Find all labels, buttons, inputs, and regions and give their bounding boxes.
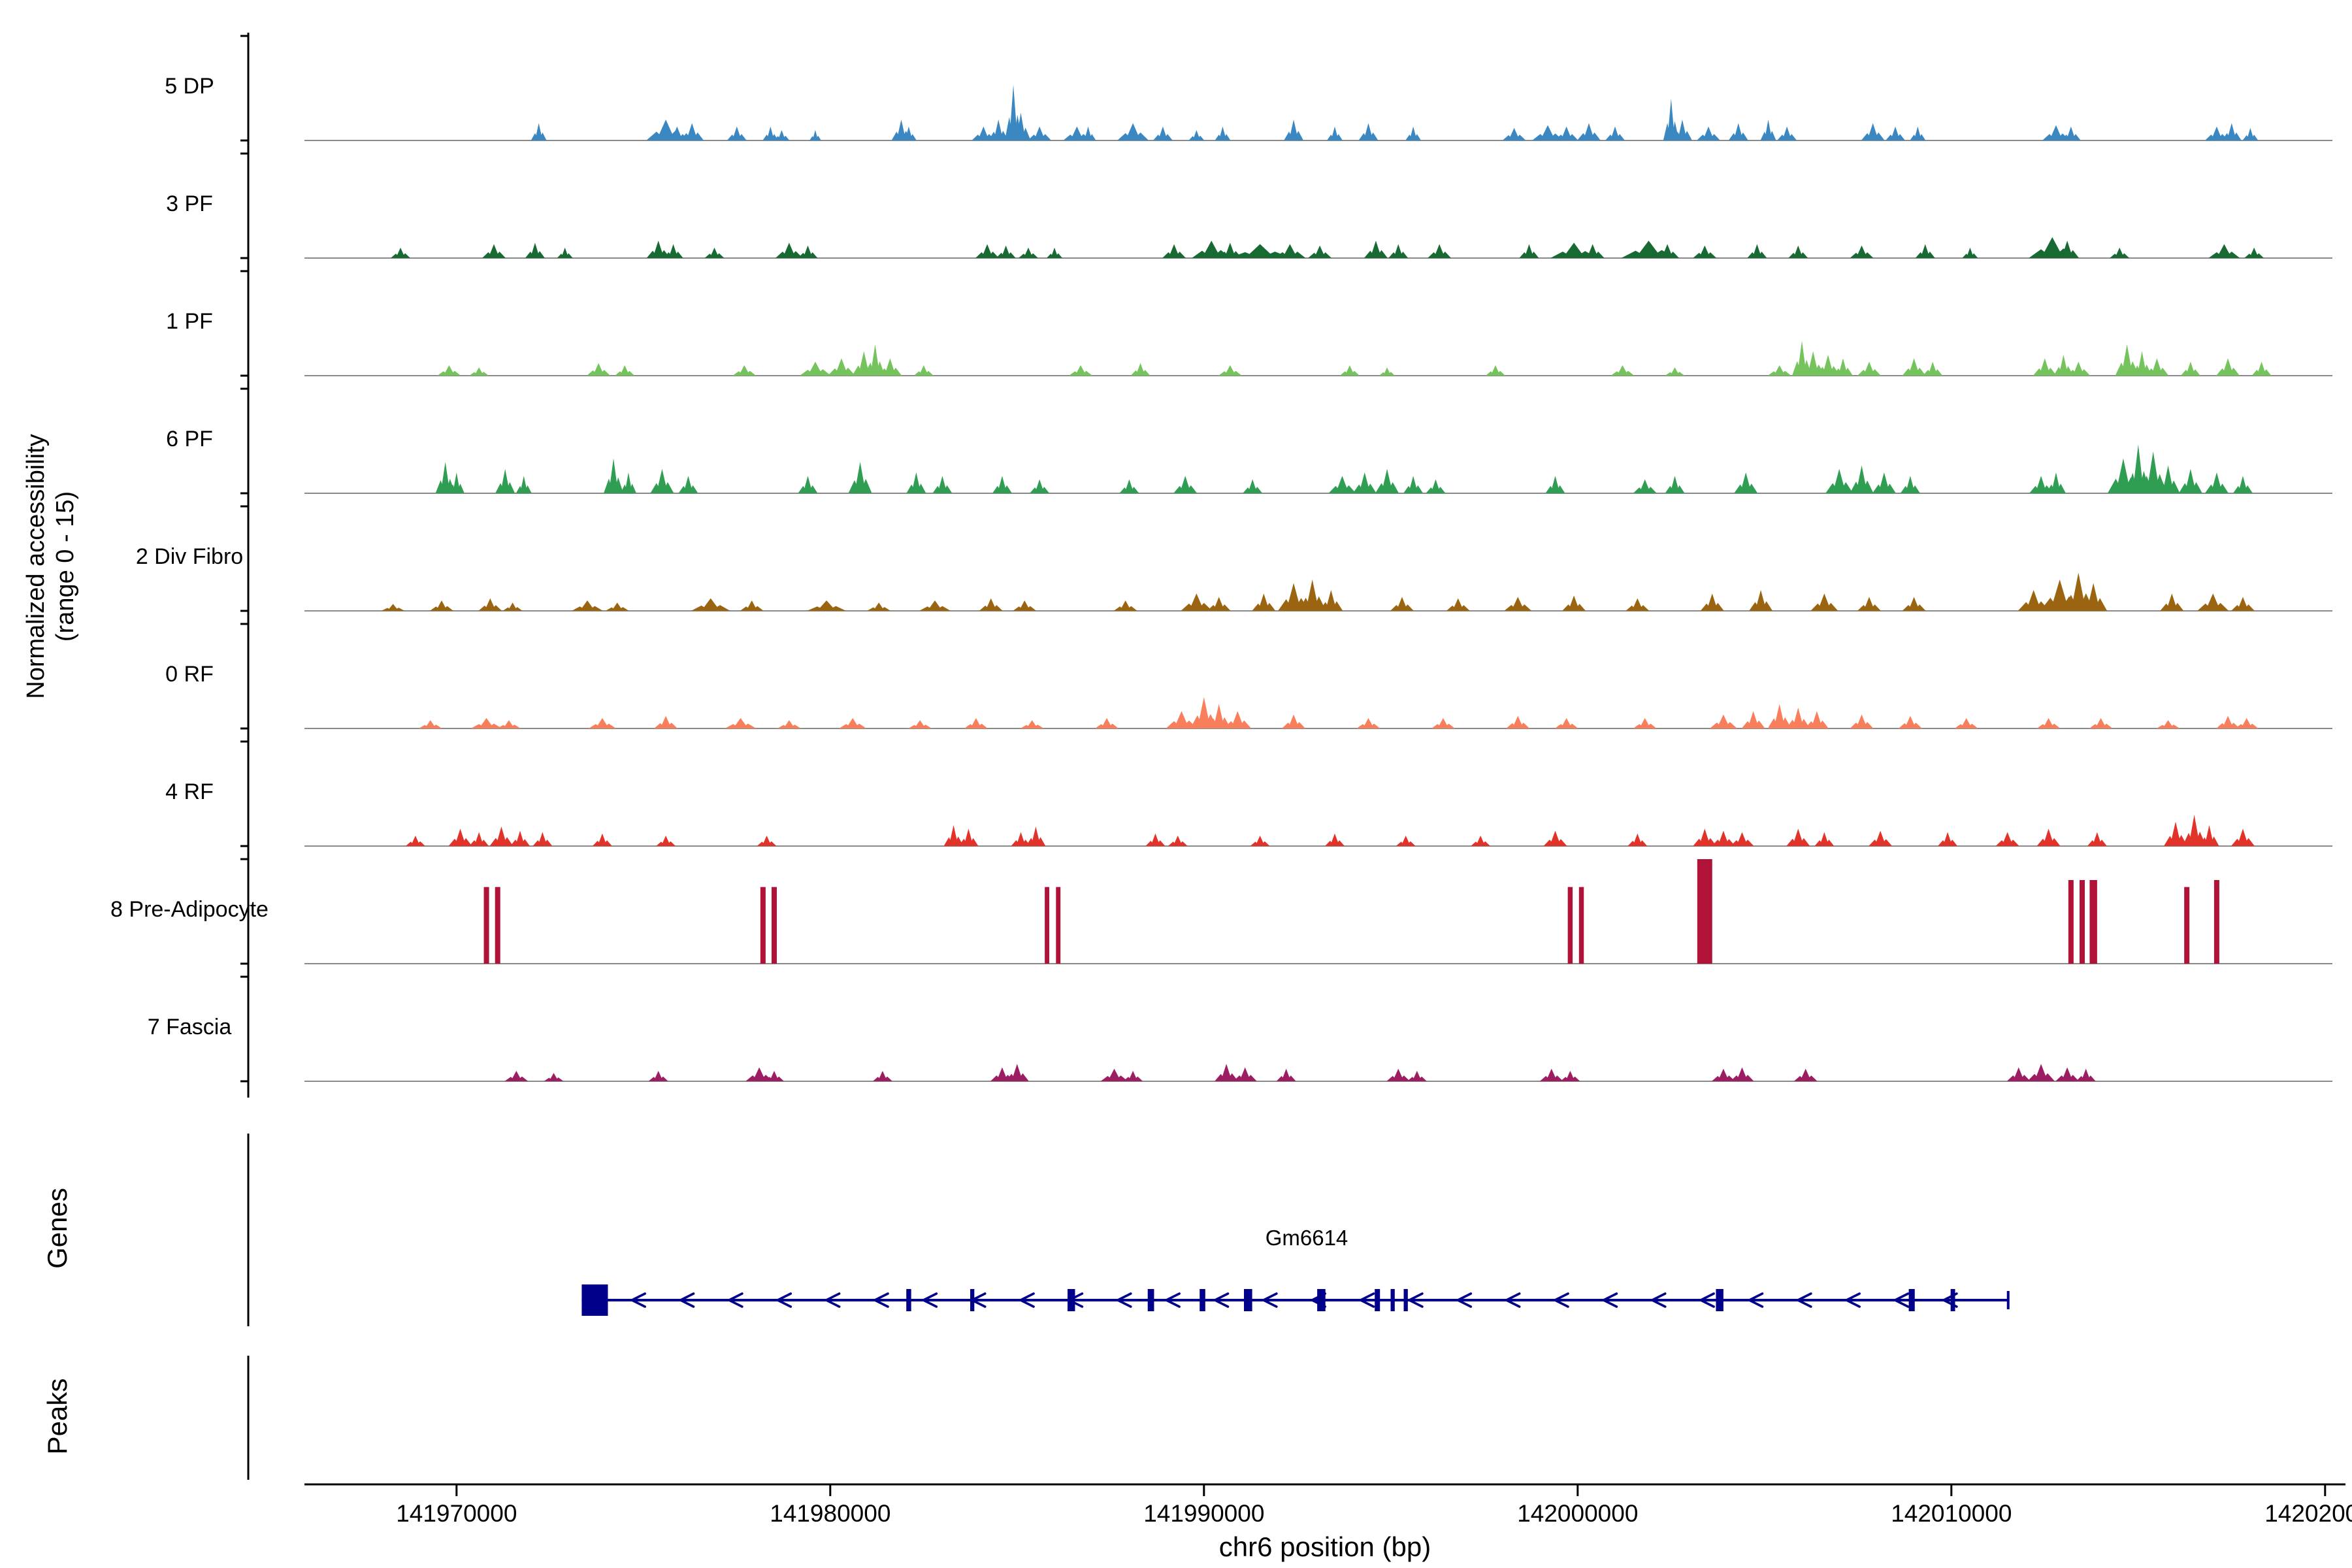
gene-exon <box>1390 1289 1395 1311</box>
track-signal-2-div-fibro <box>381 572 2255 611</box>
gene-exon <box>1716 1289 1723 1311</box>
gene-strand-arrows <box>630 1292 1958 1308</box>
gene-exon <box>906 1289 911 1311</box>
gene-exon <box>1950 1289 1955 1311</box>
track-signal-4-rf <box>405 815 2255 846</box>
track-signal-5-dp <box>531 84 2259 140</box>
gene-exon <box>2006 1291 2010 1309</box>
gene-exon <box>1908 1289 1915 1311</box>
track-signal-7-fascia <box>504 1064 2096 1081</box>
track-signal-3-pf <box>390 237 2264 258</box>
track-signal-1-pf <box>437 340 2272 376</box>
gene-exon <box>1317 1289 1326 1311</box>
gene-exon <box>1244 1289 1252 1311</box>
track-signal-6-pf <box>435 444 2253 493</box>
track-signal-8-pre-adipocyte <box>483 859 2219 964</box>
gene-exon <box>1200 1289 1205 1311</box>
gene-exon <box>581 1284 608 1316</box>
gene-exon <box>1375 1289 1380 1311</box>
track-signal-0-rf <box>418 697 2259 728</box>
gene-model-gm6614 <box>581 1284 2010 1316</box>
gene-exon <box>1147 1289 1154 1311</box>
gene-exon <box>1403 1289 1408 1311</box>
